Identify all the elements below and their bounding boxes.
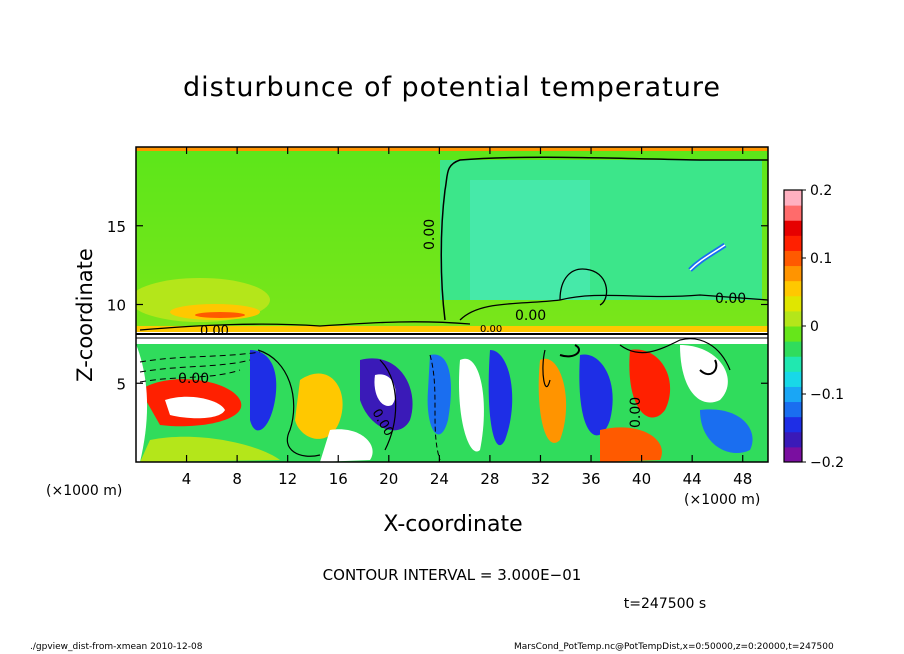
- colorbar-swatch: [784, 386, 802, 403]
- cool-core: [470, 180, 590, 300]
- x-tick-label: 44: [683, 470, 702, 488]
- contour-label: 0.00: [515, 308, 546, 324]
- colorbar-swatch: [784, 416, 802, 433]
- contour-label: 0.00: [715, 291, 746, 307]
- x-tick-label: 48: [733, 470, 752, 488]
- x-tick-label: 16: [329, 470, 348, 488]
- colorbar-tick-label: 0.1: [810, 251, 832, 267]
- colorbar-tick-label: −0.1: [810, 387, 844, 403]
- colorbar-swatch: [784, 235, 802, 251]
- y-tick-label: 15: [107, 218, 126, 236]
- colorbar-swatch: [784, 431, 802, 448]
- plot-area: [136, 147, 768, 462]
- time-stamp: t=247500 s: [623, 596, 707, 612]
- colorbar-ticks: 0.2 0.1 0 −0.1 −0.2: [802, 183, 844, 471]
- colorbar-swatch: [784, 371, 802, 387]
- warm-core: [195, 312, 245, 318]
- colorbar: [783, 189, 803, 463]
- colorbar-swatch: [784, 190, 802, 206]
- colorbar-swatch: [784, 205, 802, 221]
- x-tick-label: 12: [278, 470, 297, 488]
- contour-interval: CONTOUR INTERVAL = 3.000E−01: [322, 566, 582, 584]
- footer-left: ./gpview_dist-from-xmean 2010-12-08: [30, 642, 203, 652]
- y-tick-label: 10: [107, 297, 126, 315]
- y-tick-label: 5: [116, 375, 126, 393]
- x-tick-label: 20: [379, 470, 398, 488]
- colorbar-tick-label: 0.2: [810, 183, 832, 199]
- x-axis-label: X-coordinate: [383, 512, 523, 537]
- x-axis: 4 8 12 16 20 24 28 32 36 40 44 48: [182, 147, 752, 488]
- chart-title: disturbunce of potential temperature: [183, 72, 721, 103]
- x-tick-label: 36: [581, 470, 600, 488]
- interface-warm: [136, 326, 768, 332]
- y-axis-label: Z-coordinate: [73, 248, 97, 382]
- colorbar-swatch: [784, 295, 802, 312]
- x-tick-label: 24: [430, 470, 449, 488]
- x-unit-left: (×1000 m): [46, 483, 123, 499]
- x-tick-label: 32: [531, 470, 550, 488]
- colorbar-swatch: [784, 356, 802, 372]
- colorbar-swatch: [784, 280, 802, 297]
- x-tick-label: 28: [480, 470, 499, 488]
- x-unit-right: (×1000 m): [684, 492, 761, 508]
- x-tick-label: 40: [632, 470, 651, 488]
- contour-label: 0.00: [178, 371, 209, 387]
- colorbar-swatch: [784, 341, 802, 357]
- colorbar-swatch: [784, 220, 802, 236]
- colorbar-swatch: [784, 401, 802, 418]
- y-axis: 5 10 15: [107, 218, 768, 393]
- colorbar-tick-label: 0: [810, 319, 819, 335]
- contour-label: 0.00: [422, 219, 438, 250]
- colorbar-swatch: [784, 310, 802, 327]
- colorbar-swatch: [784, 446, 802, 463]
- x-tick-label: 4: [182, 470, 192, 488]
- contour-label: 0.00: [628, 397, 644, 428]
- top-boundary: [136, 147, 768, 151]
- contour-label: 0.00: [480, 324, 502, 335]
- colorbar-swatch: [784, 265, 802, 282]
- footer-right: MarsCond_PotTemp.nc@PotTempDist,x=0:5000…: [514, 642, 834, 652]
- colorbar-tick-label: −0.2: [810, 455, 844, 471]
- contour-label: 0.00: [200, 324, 229, 339]
- x-tick-label: 8: [232, 470, 242, 488]
- colorbar-swatch: [784, 326, 802, 342]
- colorbar-swatch: [784, 250, 802, 267]
